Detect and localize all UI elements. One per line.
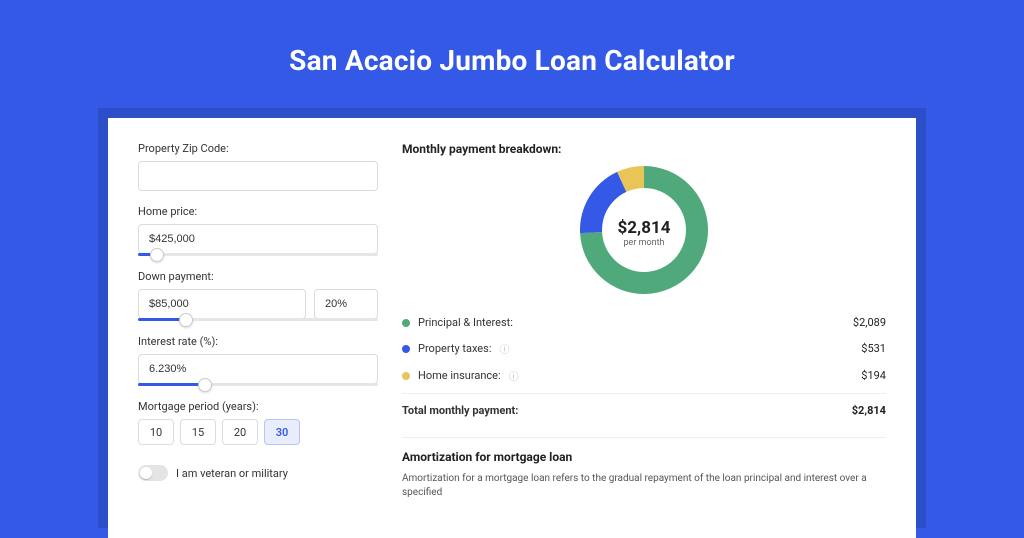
breakdown-row-label: Property taxes: [418, 342, 491, 355]
donut-chart: $2,814 per month [402, 156, 886, 310]
interest-rate-label: Interest rate (%): [138, 335, 378, 348]
amortization-heading: Amortization for mortgage loan [402, 450, 886, 464]
total-label: Total monthly payment: [402, 404, 518, 417]
legend-dot [402, 319, 410, 327]
form-column: Property Zip Code: Home price: Down paym… [138, 142, 378, 500]
veteran-label: I am veteran or military [176, 467, 288, 480]
amortization-body: Amortization for a mortgage loan refers … [402, 472, 886, 500]
interest-rate-input[interactable] [138, 354, 378, 384]
mortgage-period-option-10[interactable]: 10 [138, 419, 174, 445]
page-title: San Acacio Jumbo Loan Calculator [0, 0, 1024, 77]
amortization-section: Amortization for mortgage loan Amortizat… [402, 437, 886, 500]
info-icon[interactable]: ⓘ [499, 341, 509, 356]
home-price-slider[interactable] [138, 253, 378, 256]
calculator-card: Property Zip Code: Home price: Down paym… [108, 118, 916, 538]
mortgage-period-option-30[interactable]: 30 [264, 419, 300, 445]
down-payment-pct-input[interactable] [314, 289, 378, 319]
down-payment-label: Down payment: [138, 270, 378, 283]
mortgage-period-option-20[interactable]: 20 [222, 419, 258, 445]
donut-sublabel: per month [618, 238, 671, 248]
down-payment-input[interactable] [138, 289, 306, 319]
mortgage-period-option-15[interactable]: 15 [180, 419, 216, 445]
mortgage-period-segmented: 10152030 [138, 419, 378, 445]
breakdown-row: Home insurance: ⓘ $194 [402, 362, 886, 389]
mortgage-period-label: Mortgage period (years): [138, 400, 378, 413]
breakdown-row-label: Principal & Interest: [418, 316, 513, 329]
breakdown-row-value: $194 [861, 369, 886, 382]
total-value: $2,814 [852, 404, 886, 417]
breakdown-heading: Monthly payment breakdown: [402, 142, 886, 156]
info-icon[interactable]: ⓘ [509, 368, 519, 383]
veteran-toggle[interactable] [138, 465, 168, 481]
breakdown-row-value: $531 [861, 342, 886, 355]
breakdown-row: Principal & Interest: $2,089 [402, 310, 886, 335]
down-payment-slider[interactable] [138, 318, 378, 321]
breakdown-row-label: Home insurance: [418, 369, 501, 382]
home-price-label: Home price: [138, 205, 378, 218]
breakdown-column: Monthly payment breakdown: $2,814 per mo… [402, 142, 886, 500]
interest-rate-slider[interactable] [138, 383, 378, 386]
zip-label: Property Zip Code: [138, 142, 378, 155]
donut-value: $2,814 [618, 218, 671, 238]
breakdown-row-value: $2,089 [853, 316, 886, 329]
legend-dot [402, 345, 410, 353]
legend-dot [402, 372, 410, 380]
zip-input[interactable] [138, 161, 378, 191]
breakdown-row: Property taxes: ⓘ $531 [402, 335, 886, 362]
home-price-input[interactable] [138, 224, 378, 254]
total-row: Total monthly payment: $2,814 [402, 393, 886, 423]
donut-center: $2,814 per month [618, 218, 671, 248]
